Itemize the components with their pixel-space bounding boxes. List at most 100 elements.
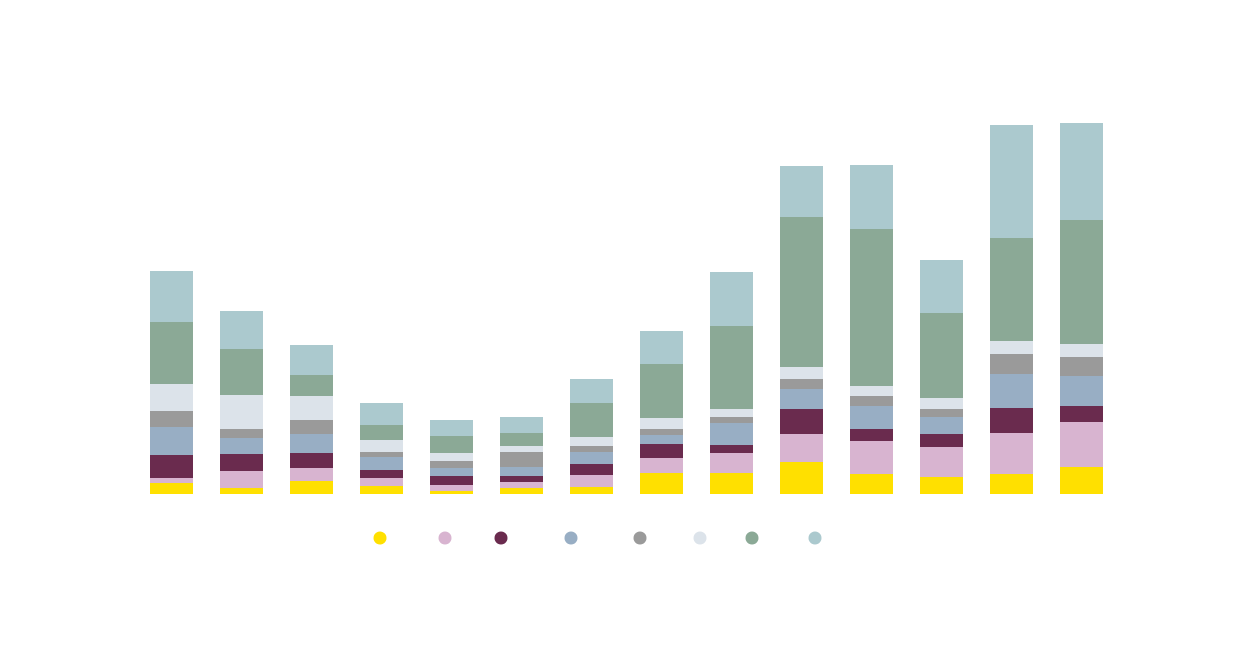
- bar-segment-2-series-6: [220, 395, 263, 429]
- bar-segment-8-series-1: [640, 473, 683, 494]
- bar-segment-9-series-3: [710, 445, 753, 453]
- bar-segment-13-series-6: [990, 341, 1033, 354]
- bar-segment-6-series-1: [500, 488, 543, 494]
- bar-segment-14-series-5: [1060, 357, 1103, 376]
- bar-segment-3-series-8: [290, 345, 333, 375]
- bar-segment-10-series-3: [780, 409, 823, 434]
- bar-segment-1-series-6: [150, 384, 193, 411]
- bar-segment-3-series-5: [290, 420, 333, 434]
- bar-segment-10-series-7: [780, 217, 823, 367]
- bar-segment-3-series-6: [290, 396, 333, 420]
- bar-segment-7-series-4: [570, 452, 613, 464]
- bar-segment-5-series-2: [430, 485, 473, 491]
- bar-segment-2-series-7: [220, 349, 263, 395]
- legend-marker-series-8: [808, 531, 822, 545]
- bar-group-4: [360, 403, 403, 494]
- bar-segment-11-series-2: [850, 441, 893, 474]
- bar-segment-1-series-4: [150, 427, 193, 455]
- bar-segment-9-series-2: [710, 453, 753, 473]
- bar-segment-3-series-4: [290, 434, 333, 453]
- legend-marker-series-5: [633, 531, 647, 545]
- bar-segment-11-series-4: [850, 406, 893, 429]
- bar-segment-4-series-5: [360, 452, 403, 457]
- bar-segment-4-series-3: [360, 470, 403, 478]
- bar-segment-11-series-7: [850, 229, 893, 386]
- bar-segment-2-series-1: [220, 488, 263, 494]
- bar-segment-1-series-5: [150, 411, 193, 427]
- bar-segment-14-series-3: [1060, 406, 1103, 422]
- bar-segment-13-series-8: [990, 125, 1033, 238]
- bar-group-10: [780, 166, 823, 494]
- legend-marker-series-6: [693, 531, 707, 545]
- bar-group-11: [850, 165, 893, 494]
- bar-segment-11-series-8: [850, 165, 893, 229]
- bar-segment-9-series-4: [710, 423, 753, 445]
- bar-segment-7-series-5: [570, 446, 613, 452]
- bar-segment-5-series-7: [430, 436, 473, 453]
- legend-marker-series-3: [494, 531, 508, 545]
- legend-marker-series-7: [745, 531, 759, 545]
- legend-marker-series-2: [438, 531, 452, 545]
- bar-segment-9-series-8: [710, 272, 753, 326]
- bar-segment-8-series-2: [640, 458, 683, 473]
- bar-segment-3-series-2: [290, 468, 333, 481]
- bar-segment-12-series-4: [920, 417, 963, 434]
- bar-segment-3-series-3: [290, 453, 333, 468]
- bar-segment-13-series-1: [990, 474, 1033, 494]
- bar-segment-12-series-8: [920, 260, 963, 313]
- bar-segment-6-series-7: [500, 433, 543, 446]
- bar-group-13: [990, 125, 1033, 494]
- legend-marker-series-4: [564, 531, 578, 545]
- bar-segment-10-series-6: [780, 367, 823, 379]
- bar-segment-6-series-4: [500, 467, 543, 476]
- bar-group-6: [500, 417, 543, 494]
- bar-segment-4-series-1: [360, 486, 403, 494]
- bar-segment-4-series-2: [360, 478, 403, 486]
- bar-group-2: [220, 311, 263, 494]
- bar-segment-2-series-5: [220, 429, 263, 438]
- bar-segment-5-series-4: [430, 468, 473, 476]
- bar-segment-8-series-5: [640, 429, 683, 435]
- bar-segment-13-series-4: [990, 374, 1033, 408]
- bar-segment-7-series-3: [570, 464, 613, 475]
- bar-segment-14-series-7: [1060, 220, 1103, 344]
- bar-segment-5-series-8: [430, 420, 473, 436]
- bar-segment-6-series-6: [500, 446, 543, 452]
- bar-segment-10-series-5: [780, 379, 823, 389]
- bar-segment-13-series-2: [990, 433, 1033, 474]
- bar-segment-4-series-4: [360, 457, 403, 470]
- bar-segment-9-series-1: [710, 473, 753, 494]
- bar-segment-7-series-7: [570, 403, 613, 437]
- bar-segment-2-series-8: [220, 311, 263, 349]
- bar-segment-4-series-6: [360, 440, 403, 452]
- bar-segment-7-series-8: [570, 379, 613, 403]
- bar-segment-8-series-4: [640, 435, 683, 444]
- bar-segment-6-series-2: [500, 482, 543, 488]
- bar-segment-13-series-7: [990, 238, 1033, 341]
- bar-group-1: [150, 271, 193, 494]
- bar-segment-5-series-5: [430, 461, 473, 468]
- bar-segment-13-series-3: [990, 408, 1033, 433]
- bar-segment-9-series-5: [710, 417, 753, 423]
- bar-segment-11-series-3: [850, 429, 893, 441]
- bar-segment-5-series-3: [430, 476, 473, 485]
- bar-group-5: [430, 420, 473, 494]
- bar-segment-8-series-8: [640, 331, 683, 364]
- bar-segment-14-series-4: [1060, 376, 1103, 406]
- bar-segment-12-series-5: [920, 409, 963, 417]
- bar-segment-12-series-7: [920, 313, 963, 398]
- bar-segment-3-series-1: [290, 481, 333, 494]
- bar-segment-7-series-1: [570, 487, 613, 494]
- bar-segment-11-series-1: [850, 474, 893, 494]
- bar-segment-13-series-5: [990, 354, 1033, 374]
- bar-segment-14-series-6: [1060, 344, 1103, 357]
- bar-segment-10-series-1: [780, 462, 823, 494]
- bar-segment-1-series-1: [150, 483, 193, 494]
- bar-segment-14-series-1: [1060, 467, 1103, 494]
- bar-group-12: [920, 260, 963, 494]
- bar-segment-12-series-2: [920, 447, 963, 477]
- bar-segment-12-series-3: [920, 434, 963, 447]
- bar-group-3: [290, 345, 333, 494]
